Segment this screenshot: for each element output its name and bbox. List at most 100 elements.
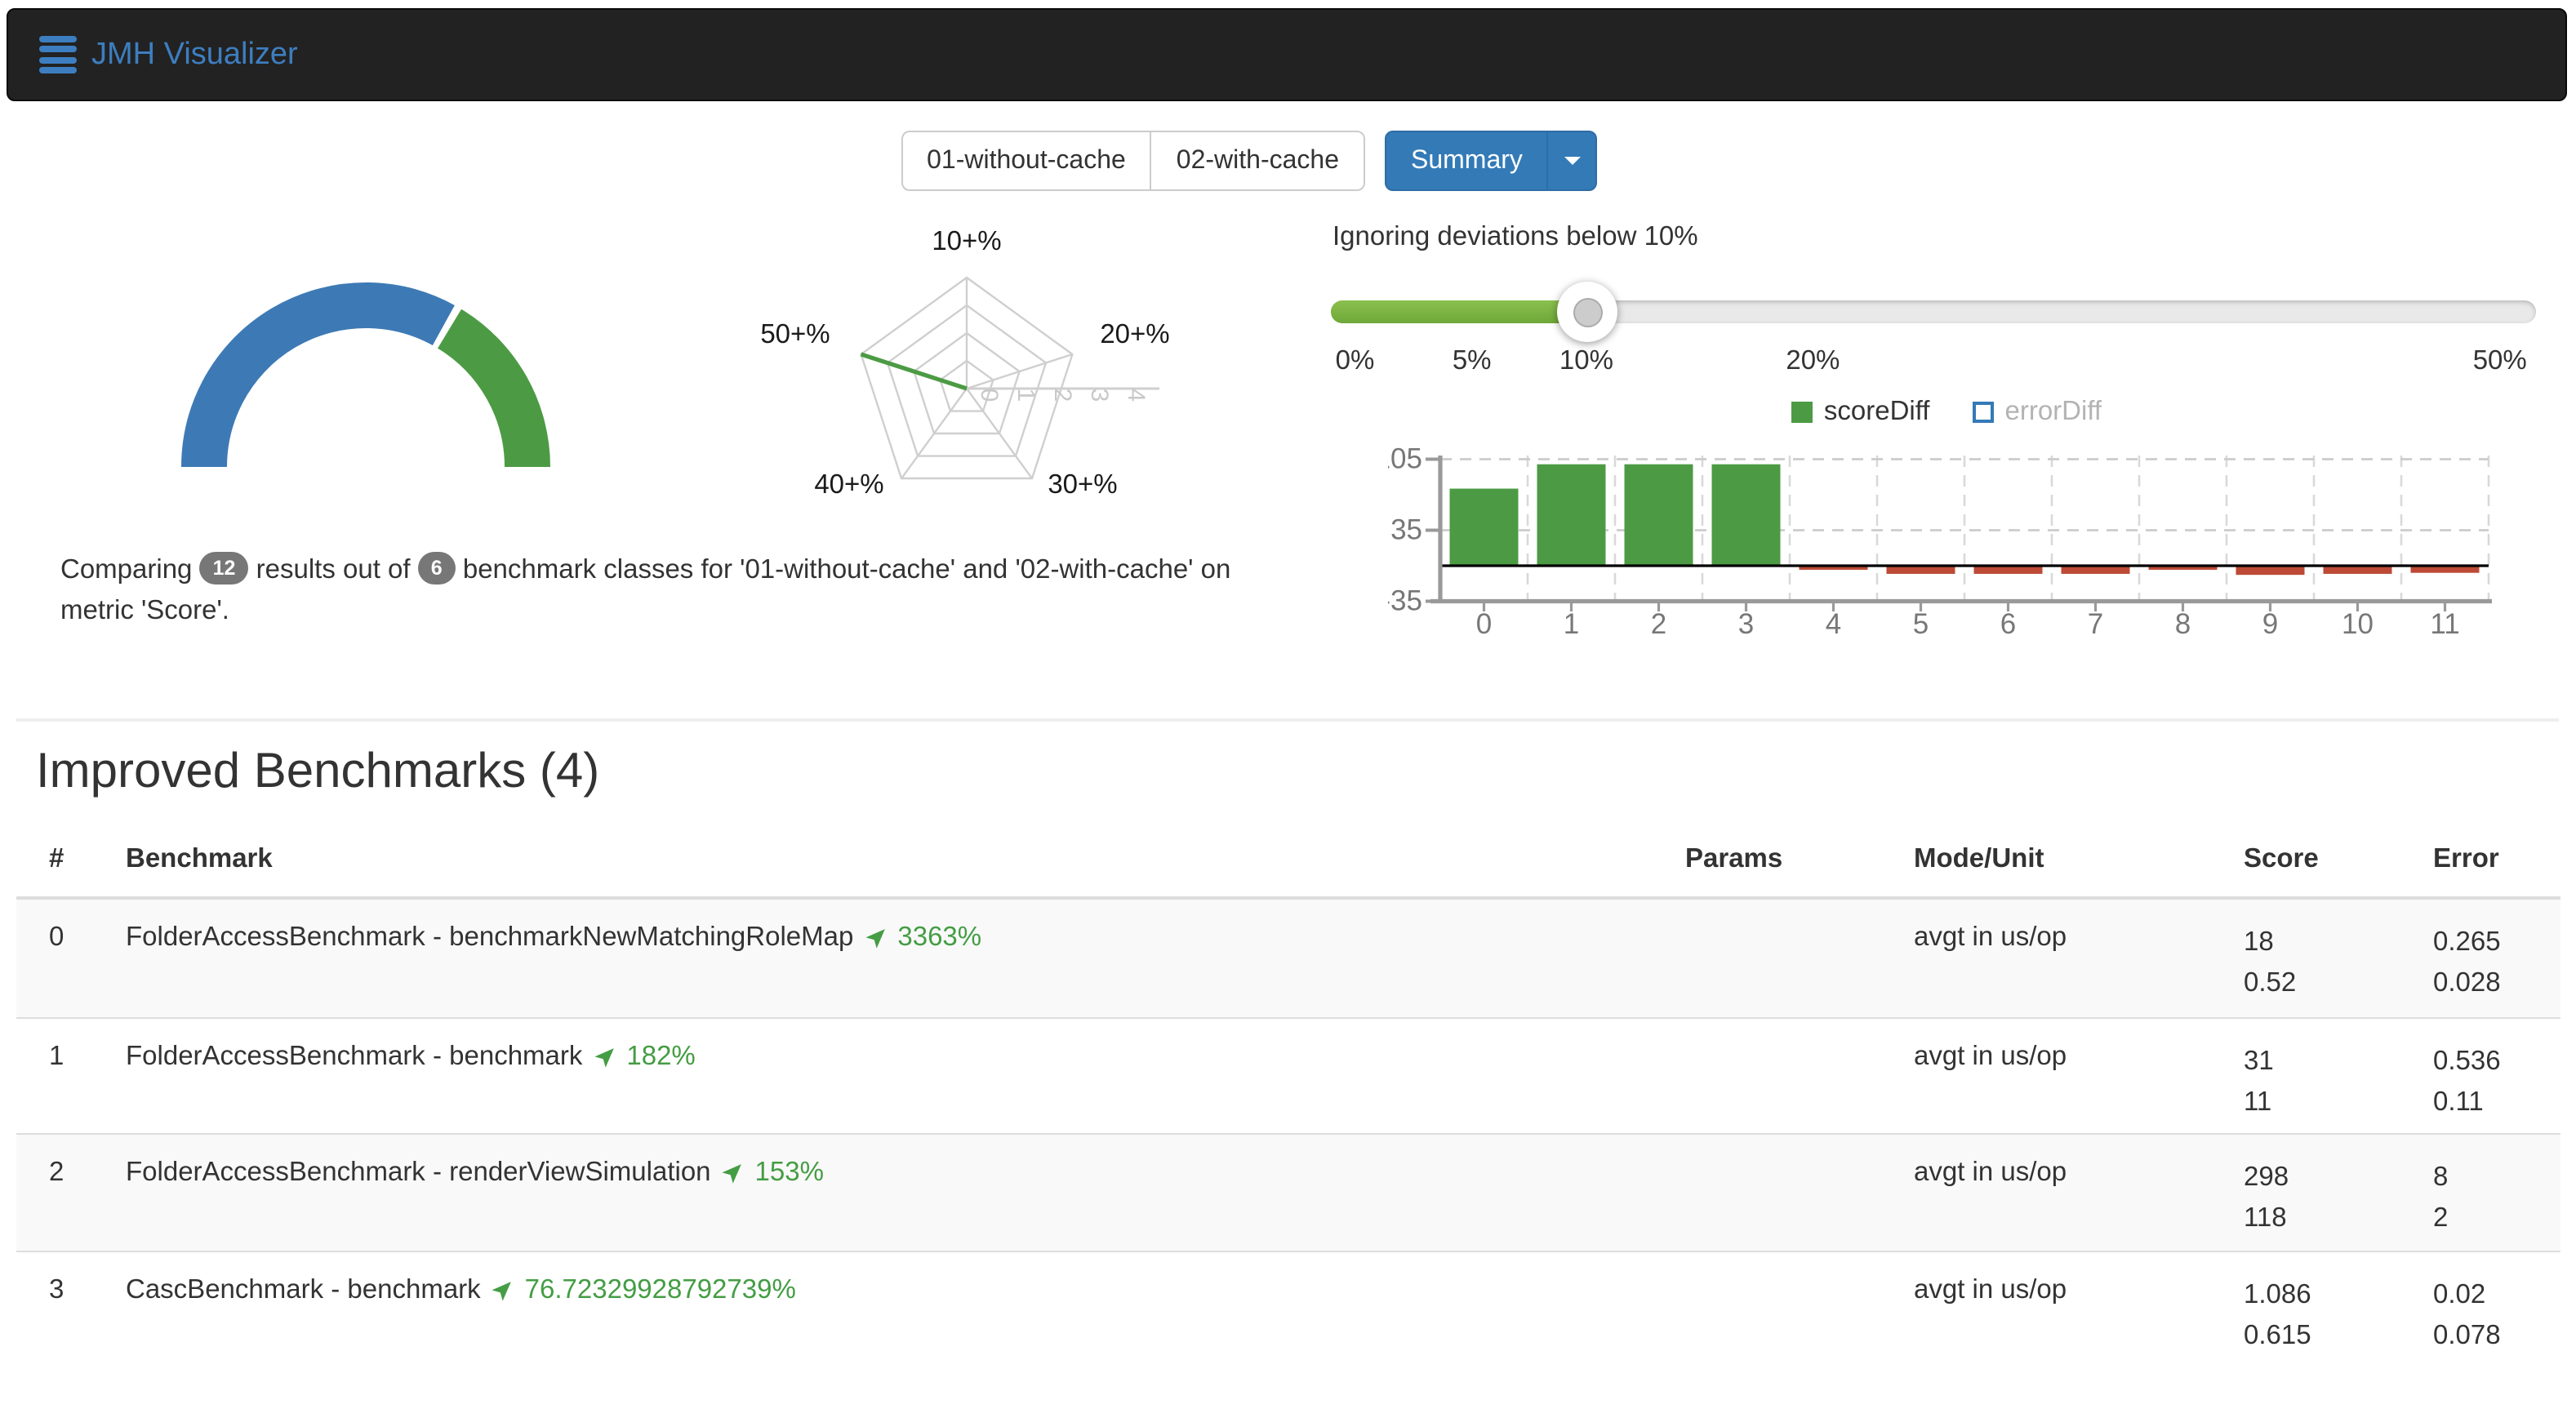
slider-scale-label-20%: 20%	[1786, 346, 1840, 376]
benchmark-name[interactable]: FolderAccessBenchmark - benchmarkNewMatc…	[126, 922, 854, 952]
navbar-brand-label: JMH Visualizer	[91, 37, 298, 71]
legend-item-scoreDiff[interactable]: scoreDiff	[1791, 397, 1930, 428]
comparison-summary-text: Comparing 12 results out of 6 benchmark …	[60, 549, 1249, 631]
mode-unit-cell: avgt in us/op	[1914, 1274, 2067, 1304]
benchmark-name[interactable]: FolderAccessBenchmark - benchmark	[126, 1041, 583, 1070]
y-tick-label: 105	[1388, 443, 1422, 475]
bar-2	[1624, 464, 1693, 566]
col-header-mode-unit: Mode/Unit	[1914, 844, 2044, 873]
bar-5	[1886, 566, 1955, 574]
deviation-slider-labels: 0% 5% 10% 20% 50%	[1331, 346, 2536, 385]
slider-scale-label-10%: 10%	[1559, 346, 1613, 376]
scoreDiff-swatch-icon	[1791, 402, 1813, 423]
table-header-row: # Benchmark Params Mode/Unit Score Error	[16, 829, 2560, 900]
radar-tick-label: 1	[1012, 389, 1039, 402]
navbar-brand[interactable]: JMH Visualizer	[39, 36, 298, 73]
radar-category-label: 40+%	[814, 469, 883, 499]
classes-count-badge: 6	[417, 552, 456, 584]
bar-3	[1711, 464, 1781, 566]
diff-percentage: 76.72329928792739%	[524, 1274, 796, 1304]
bar-chart-legend: scoreDiff errorDiff	[1391, 397, 2502, 428]
gauge-segment-improved	[437, 309, 550, 468]
row-index: 3	[49, 1274, 65, 1304]
summary-button-group: Summary	[1385, 131, 1598, 191]
diff-percentage: 182%	[626, 1041, 696, 1070]
benchmark-name[interactable]: CascBenchmark - benchmark	[126, 1274, 481, 1304]
bar-0	[1449, 488, 1519, 566]
benchmark-cell: FolderAccessBenchmark - benchmark 182%	[126, 1041, 1685, 1133]
table-row[interactable]: 1 FolderAccessBenchmark - benchmark 182% av…	[16, 1016, 2560, 1133]
x-tick-label: 8	[2175, 608, 2191, 640]
run-selector: 01-without-cache 02-with-cache Summary	[0, 131, 2538, 191]
mode-unit-cell: avgt in us/op	[1914, 1158, 2067, 1187]
y-tick-label: 35	[1390, 514, 1422, 546]
table-row[interactable]: 3 CascBenchmark - benchmark 76.72329928792…	[16, 1250, 2560, 1367]
col-header-error: Error	[2433, 844, 2499, 873]
legend-label: scoreDiff	[1823, 397, 1930, 426]
x-tick-label: 6	[2000, 608, 2016, 640]
improved-benchmarks-table: # Benchmark Params Mode/Unit Score Error…	[16, 829, 2560, 1367]
radar-ring	[939, 359, 994, 412]
improvement-arrow-icon	[492, 1281, 512, 1300]
bar-11	[2410, 566, 2480, 573]
x-tick-label: 3	[1738, 608, 1754, 640]
deviation-slider-track[interactable]	[1331, 282, 2536, 342]
deviation-slider-handle[interactable]	[1557, 282, 1618, 342]
x-tick-label: 10	[2342, 608, 2374, 640]
score-cell: 18 0.52	[2244, 927, 2297, 998]
run-button-group: 01-without-cache 02-with-cache	[901, 131, 1365, 191]
legend-label: errorDiff	[2004, 397, 2102, 426]
slider-scale-label-5%: 5%	[1452, 346, 1492, 376]
radar-spoke	[966, 388, 1033, 479]
bar-7	[2061, 566, 2130, 574]
col-header-params: Params	[1685, 844, 1783, 873]
score-cell: 1.086 0.615	[2244, 1279, 2311, 1349]
summary-middle: results out of	[256, 554, 411, 584]
col-header-score: Score	[2244, 844, 2319, 873]
caret-down-icon	[1564, 157, 1581, 165]
x-tick-label: 4	[1826, 608, 1841, 640]
deviation-radar-chart: 0 1 2 3 4 10+% 20+% 30+% 40+% 50+%	[760, 225, 1169, 499]
diff-percentage: 153%	[754, 1158, 824, 1187]
radar-ring	[860, 276, 1074, 480]
improved-ratio-gauge-chart	[181, 282, 550, 468]
mode-unit-cell: avgt in us/op	[1914, 1041, 2067, 1070]
radar-tick-label: 4	[1123, 389, 1150, 402]
bar-9	[2236, 566, 2305, 576]
row-index: 2	[49, 1158, 65, 1187]
error-cell: 0.02 0.078	[2433, 1279, 2501, 1349]
run-button-01-without-cache[interactable]: 01-without-cache	[901, 131, 1152, 191]
params-cell	[1685, 922, 1914, 1016]
gauge-segment-not-improved	[181, 282, 455, 468]
summary-prefix: Comparing	[60, 554, 193, 584]
row-index: 1	[49, 1041, 65, 1070]
run-button-02-with-cache[interactable]: 02-with-cache	[1150, 131, 1365, 191]
legend-item-errorDiff[interactable]: errorDiff	[1972, 397, 2102, 428]
summary-suffix: benchmark classes for '01-without-cache'…	[60, 554, 1231, 625]
radar-spoke	[901, 388, 968, 479]
jmh-logo-icon	[39, 36, 77, 73]
x-tick-label: 9	[2262, 608, 2278, 640]
radar-ring	[912, 331, 1021, 435]
benchmark-cell: CascBenchmark - benchmark 76.723299287927…	[126, 1274, 1685, 1367]
params-cell	[1685, 1158, 1914, 1250]
deviation-slider-fill	[1331, 300, 1588, 323]
deviation-slider-title: Ignoring deviations below 10%	[1332, 222, 1698, 251]
radar-tick-label: 0	[976, 389, 1003, 402]
benchmark-name[interactable]: FolderAccessBenchmark - renderViewSimula…	[126, 1158, 711, 1187]
improvement-arrow-icon	[865, 929, 885, 949]
slider-scale-label-0%: 0%	[1335, 346, 1375, 376]
y-tick-label: -35	[1388, 585, 1422, 616]
summary-button[interactable]: Summary	[1385, 131, 1549, 191]
bar-6	[1973, 566, 2043, 574]
table-body: 0 FolderAccessBenchmark - benchmarkNewMat…	[16, 900, 2560, 1367]
benchmark-cell: FolderAccessBenchmark - renderViewSimula…	[126, 1158, 1685, 1250]
table-row[interactable]: 2 FolderAccessBenchmark - renderViewSimul…	[16, 1133, 2560, 1250]
summary-dropdown-button[interactable]	[1546, 131, 1598, 191]
x-tick-label: 5	[1913, 608, 1929, 640]
table-row[interactable]: 0 FolderAccessBenchmark - benchmarkNewMat…	[16, 900, 2560, 1016]
params-cell	[1685, 1041, 1914, 1133]
benchmark-cell: FolderAccessBenchmark - benchmarkNewMatc…	[126, 922, 1685, 1016]
section-divider	[16, 718, 2559, 722]
